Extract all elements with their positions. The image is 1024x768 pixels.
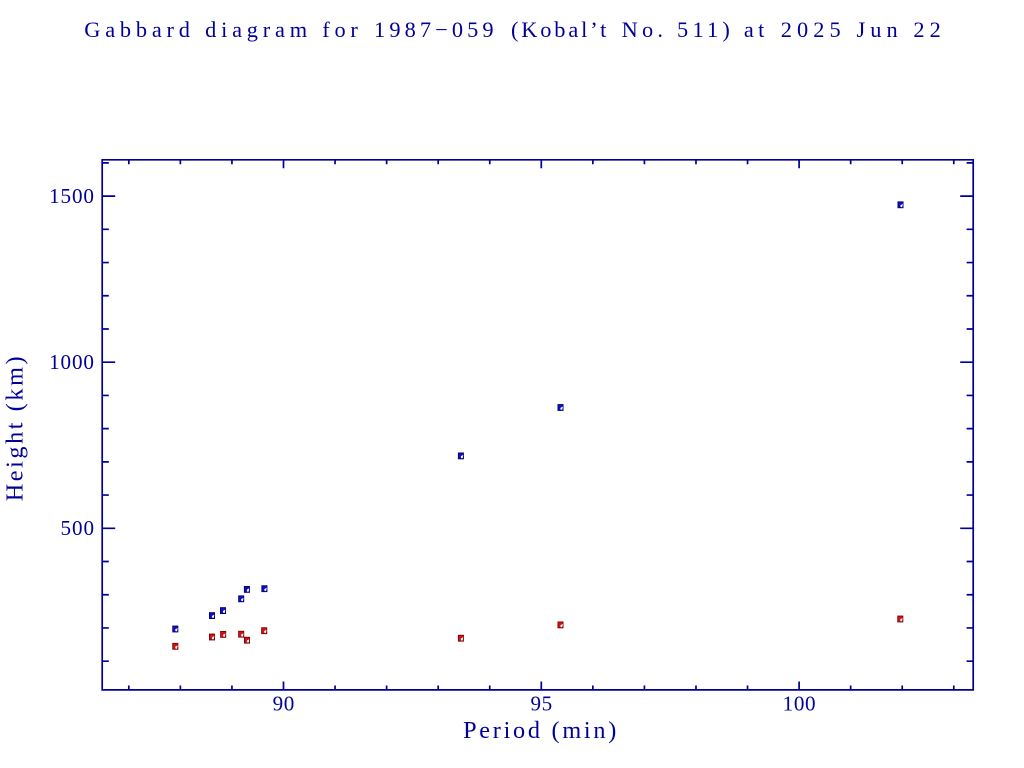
svg-text:(Kobal’t: (Kobal’t bbox=[511, 17, 609, 42]
svg-text:1000: 1000 bbox=[49, 350, 95, 374]
svg-text:Gabbard diagram for: Gabbard diagram for bbox=[84, 17, 362, 42]
svg-text:500: 500 bbox=[61, 516, 95, 540]
svg-text:90: 90 bbox=[273, 691, 295, 715]
svg-text:No. 511) at: No. 511) at bbox=[622, 17, 769, 42]
svg-text:2025 Jun 22: 2025 Jun 22 bbox=[781, 17, 946, 42]
svg-text:Period (min): Period (min) bbox=[463, 717, 619, 744]
svg-text:100: 100 bbox=[783, 691, 816, 715]
svg-text:1500: 1500 bbox=[49, 184, 95, 208]
svg-text:95: 95 bbox=[530, 691, 552, 715]
svg-text:1987−059: 1987−059 bbox=[374, 17, 498, 42]
svg-text:Height (km): Height (km) bbox=[1, 354, 28, 502]
